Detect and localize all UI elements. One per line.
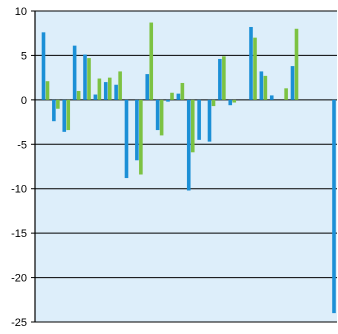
bar-series-1: [290, 66, 295, 100]
bar-series-1: [114, 84, 118, 100]
axes: [34, 11, 337, 323]
bar-series-1: [145, 74, 150, 100]
y-tick-label: -5: [17, 139, 27, 151]
bar-series-1: [259, 71, 264, 100]
bar-series-1: [197, 99, 201, 140]
bar-series-1: [176, 93, 181, 100]
bar-series-1: [93, 94, 98, 100]
bar-series-1: [52, 99, 56, 122]
bar-series-1: [332, 99, 336, 314]
bar-series-2: [139, 99, 143, 175]
bar-series-2: [190, 99, 195, 153]
plot-area: [35, 11, 337, 322]
bar-series-2: [56, 99, 60, 109]
bar-series-2: [97, 78, 102, 100]
bar-series-2: [107, 77, 112, 100]
y-tick-label: -25: [11, 317, 27, 329]
bar-series-2: [76, 90, 81, 100]
bar-series-1: [72, 45, 77, 100]
bar-series-1: [207, 99, 212, 142]
bar-series-1: [103, 82, 108, 100]
bar-series-1: [41, 32, 46, 100]
bar-series-1: [124, 99, 129, 179]
bar-series-2: [87, 58, 91, 100]
bar-series-1: [186, 99, 191, 191]
bar-series-2: [180, 82, 185, 100]
bar-series-2: [294, 28, 299, 100]
bar-series-2: [45, 81, 50, 100]
bars: [41, 22, 336, 314]
bar-series-1: [218, 58, 222, 100]
bar-series-1: [155, 99, 160, 131]
bar-series-2: [159, 99, 164, 136]
plot-background: [35, 11, 337, 322]
bar-series-1: [269, 95, 274, 100]
bar-series-1: [166, 99, 170, 102]
y-tick-label: 10: [15, 6, 27, 18]
bar-series-2: [222, 56, 226, 100]
bar-series-2: [263, 75, 268, 100]
y-tick-label: -15: [11, 228, 27, 240]
y-tick-label: -20: [11, 273, 27, 285]
bar-series-1: [83, 54, 87, 100]
bar-series-1: [228, 99, 233, 106]
bar-series-2: [66, 99, 71, 131]
bar-series-2: [211, 99, 216, 107]
y-tick-label: 5: [21, 50, 27, 62]
bar-series-1: [62, 99, 67, 132]
bar-series-2: [149, 22, 154, 100]
bar-series-2: [253, 37, 257, 100]
y-tick-label: 0: [21, 95, 27, 107]
bar-series-2: [284, 88, 288, 100]
y-tick-label: -10: [11, 184, 27, 196]
bar-series-1: [249, 26, 253, 100]
bar-series-2: [232, 99, 237, 103]
y-tick-labels: 10 5 0 -5 -10 -15 -20 -25: [11, 6, 27, 329]
bar-series-2: [118, 71, 122, 100]
bar-series-1: [135, 99, 139, 161]
bar-series-2: [170, 92, 174, 100]
